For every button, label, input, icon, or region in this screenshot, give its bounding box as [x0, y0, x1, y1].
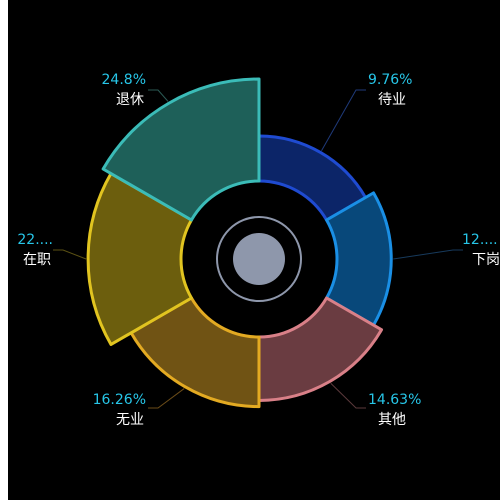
- label-leader-group: [53, 89, 463, 409]
- leader-line-1: [321, 89, 366, 151]
- slice-category-label: 其他: [378, 412, 406, 428]
- leader-line-3: [330, 382, 366, 409]
- chart-panel: 9.76% 待业 12.... 下岗 14.63% 其他 16.26% 无业 22.... 在职 2…: [8, 0, 500, 500]
- slice-percent-label: 14.63%: [368, 392, 421, 408]
- slice-6[interactable]: [101, 77, 261, 222]
- slice-percent-label: 9.76%: [368, 72, 412, 88]
- slice-group: [86, 77, 393, 409]
- leader-line-2: [393, 249, 463, 260]
- slice-category-label: 在职: [23, 252, 51, 268]
- leader-line-5: [53, 249, 87, 260]
- center-dot: [233, 233, 285, 285]
- slice-category-label: 退休: [116, 92, 144, 108]
- leader-line-6: [148, 89, 169, 102]
- slice-category-label: 待业: [378, 92, 406, 108]
- rose-chart: 9.76% 待业 12.... 下岗 14.63% 其他 16.26% 无业 22.... 在职 2…: [17, 72, 500, 428]
- slice-percent-label: 12....: [462, 232, 498, 248]
- slice-percent-label: 22....: [17, 232, 53, 248]
- slice-category-label: 无业: [116, 412, 144, 428]
- center-ring: [216, 216, 302, 302]
- slice-5[interactable]: [86, 172, 193, 346]
- slice-percent-label: 16.26%: [93, 392, 146, 408]
- slice-category-label: 下岗: [472, 252, 500, 268]
- slice-percent-label: 24.8%: [102, 72, 146, 88]
- label-group: 9.76% 待业 12.... 下岗 14.63% 其他 16.26% 无业 22.... 在职 2…: [17, 72, 500, 428]
- leader-line-4: [148, 388, 185, 409]
